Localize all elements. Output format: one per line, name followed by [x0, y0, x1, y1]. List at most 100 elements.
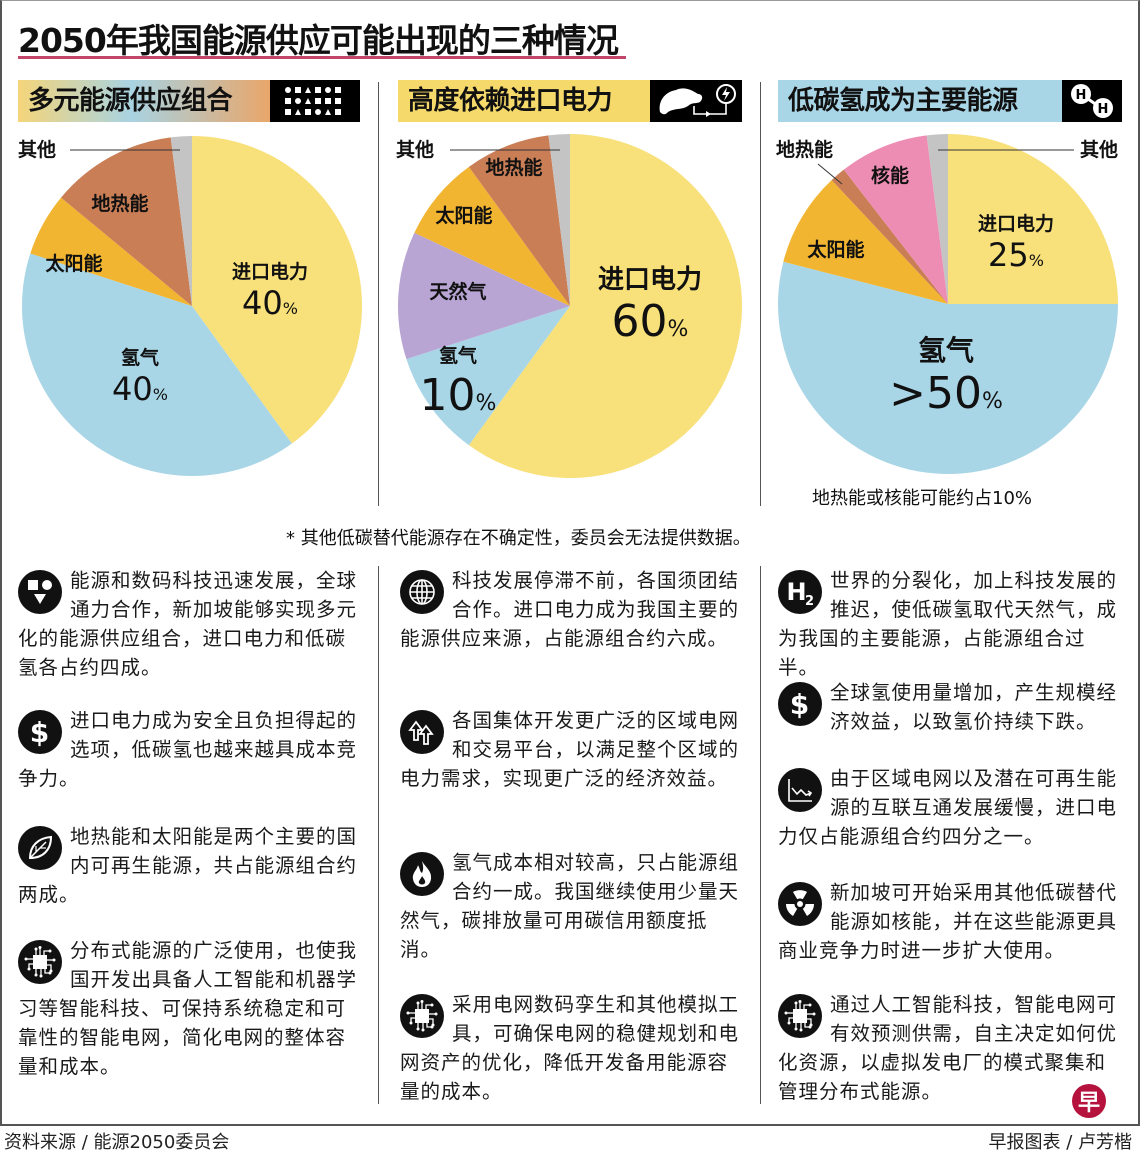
other-label: 其他	[1080, 138, 1118, 161]
page-title: 2050年我国能源供应可能出现的三种情况	[18, 21, 619, 60]
slice-label: 天然气	[429, 280, 486, 303]
slice-label: 氢气	[439, 344, 477, 367]
slice-label: 进口电力	[978, 212, 1054, 235]
bullet-text: 氢气成本相对较高，只占能源组合约一成。我国继续使用少量天然气，碳排放量可用碳信用…	[400, 851, 740, 961]
pie-slice-solar	[30, 197, 193, 306]
pie-slice-other	[926, 134, 948, 304]
callout-label: 地热能	[776, 138, 833, 161]
scenario-header-3: 低碳氢成为主要能源 H H	[778, 80, 1122, 122]
svg-text:$: $	[790, 688, 810, 720]
pie-slice-other	[548, 134, 570, 306]
bullet-text: 分布式能源的广泛使用，也使我国开发出具备人工智能和机器学习等智能科技、可保持系统…	[18, 939, 358, 1078]
svg-text:H: H	[786, 578, 807, 606]
pie-slice-natural-gas	[398, 232, 570, 360]
bullet-point: 新加坡可开始采用其他低碳替代能源如核能，并在这些能源更具商业竞争力时进一步扩大使…	[778, 878, 1122, 965]
svg-text:H: H	[1098, 102, 1109, 117]
slice-label: 太阳能	[435, 204, 492, 227]
column-divider	[378, 566, 379, 1104]
scenario3-note: 地热能或核能可能约占10%	[812, 488, 1033, 509]
flame-icon	[400, 852, 444, 896]
percent-sign: %	[153, 385, 168, 404]
slice-label: 进口电力	[598, 265, 702, 295]
bullet-text: 全球氢使用量增加，产生规模经济效益，以致氢价持续下跌。	[830, 681, 1118, 733]
bullet-point: $ 进口电力成为安全且负担得起的选项，低碳氢也越来越具成本竞争力。	[18, 706, 358, 793]
bullet-text: 通过人工智能科技，智能电网可有效预测供需，自主决定如何优化资源，以虚拟发电厂的模…	[778, 993, 1118, 1103]
slice-label: 氢气	[121, 346, 159, 369]
bullet-text: 地热能和太阳能是两个主要的国内可再生能源，共占能源组合约两成。	[18, 825, 358, 906]
slice-label: 核能	[871, 164, 909, 187]
bullet-point: H 2 世界的分裂化，加上科技发展的推迟，使低碳氢取代天然气，成为我国的主要能源，占…	[778, 566, 1122, 682]
percent-sign: %	[982, 389, 1003, 414]
pie-slice-hydrogen	[406, 306, 570, 446]
scenario-title: 低碳氢成为主要能源	[778, 80, 1062, 122]
slice-label: 太阳能	[45, 252, 102, 275]
infographic-frame	[0, 0, 1140, 1126]
declining-chart-icon	[778, 768, 822, 812]
bullet-point: 采用电网数码孪生和其他模拟工具，可确保电网的稳健规划和电网资产的优化，降低开发备…	[400, 990, 740, 1106]
slice-label: 地热能	[485, 156, 542, 179]
other-label: 其他	[18, 138, 56, 161]
radiation-icon	[778, 882, 822, 926]
scenario-header-1: 多元能源供应组合	[18, 80, 360, 122]
bullet-point: 氢气成本相对较高，只占能源组合约一成。我国继续使用少量天然气，碳排放量可用碳信用…	[400, 848, 740, 964]
bullet-point: 地热能和太阳能是两个主要的国内可再生能源，共占能源组合约两成。	[18, 822, 358, 909]
svg-text:2: 2	[805, 594, 815, 609]
pie-slice-geothermal	[468, 135, 570, 306]
scenario-header-2: 高度依赖进口电力	[398, 80, 742, 122]
bullet-point: 科技发展停滞不前，各国须团结合作。进口电力成为我国主要的能源供应来源，占能源组合…	[400, 566, 740, 653]
slice-label: 地热能	[91, 192, 148, 215]
map-power-import-icon	[650, 80, 742, 122]
pie-slice-imported-power	[948, 134, 1118, 304]
circuit-chip-icon	[18, 940, 62, 984]
pie-slice-nuclear	[843, 135, 948, 304]
circuit-chip-icon	[778, 994, 822, 1038]
percent-sign: %	[476, 391, 497, 416]
bullet-point: 由于区域电网以及潜在可再生能源的互联互通发展缓慢，进口电力仅占能源组合约四分之一…	[778, 764, 1122, 851]
pie-slice-imported-power	[468, 134, 742, 478]
other-label: 其他	[396, 138, 434, 161]
bullet-text: 世界的分裂化，加上科技发展的推迟，使低碳氢取代天然气，成为我国的主要能源，占能源…	[778, 569, 1118, 679]
pie-slice-geothermal	[61, 137, 192, 306]
slice-label: 太阳能	[807, 238, 864, 261]
column-divider	[760, 82, 761, 506]
shapes-grid-icon	[270, 80, 360, 122]
pie-slice-other	[170, 136, 192, 306]
slice-label: 氢气	[918, 334, 974, 367]
bullet-point: 通过人工智能科技，智能电网可有效预测供需，自主决定如何优化资源，以虚拟发电厂的模…	[778, 990, 1122, 1106]
footnote: * 其他低碳替代能源存在不确定性，委员会无法提供数据。	[286, 528, 751, 549]
bullet-point: 能源和数码科技迅速发展，全球通力合作，新加坡能够实现多元化的能源供应组合，进口电…	[18, 566, 358, 682]
scenario-title: 高度依赖进口电力	[398, 80, 650, 122]
zaobao-logo: 早	[1072, 1084, 1106, 1118]
hydrogen-molecule-icon: H H	[1062, 80, 1122, 122]
pie-slice-hydrogen	[21, 253, 292, 477]
bullet-text: 科技发展停滞不前，各国须团结合作。进口电力成为我国主要的能源供应来源，占能源组合…	[400, 569, 740, 650]
svg-text:$: $	[30, 716, 50, 748]
circuit-chip-icon	[400, 994, 444, 1038]
up-arrows-icon	[400, 710, 444, 754]
dollar-icon: $	[778, 682, 822, 726]
column-divider	[760, 566, 761, 1104]
percent-sign: %	[1029, 251, 1044, 270]
bullet-text: 能源和数码科技迅速发展，全球通力合作，新加坡能够实现多元化的能源供应组合，进口电…	[18, 569, 358, 679]
title-underline	[18, 56, 626, 59]
leaf-icon	[18, 826, 62, 870]
source-credit: 资料来源 / 能源2050委员会	[4, 1132, 230, 1152]
dollar-icon: $	[18, 710, 62, 754]
bullet-text: 由于区域电网以及潜在可再生能源的互联互通发展缓慢，进口电力仅占能源组合约四分之一…	[778, 767, 1118, 848]
percent-sign: %	[668, 317, 689, 342]
bullet-point: 各国集体开发更广泛的区域电网和交易平台，以满足整个区域的电力需求，实现更广泛的经…	[400, 706, 740, 793]
pie-slice-solar	[783, 180, 948, 304]
slice-label: 进口电力	[232, 260, 308, 283]
svg-text:H: H	[1076, 88, 1087, 103]
graphic-credit: 早报图表 / 卢芳楷	[988, 1132, 1132, 1152]
bullet-text: 采用电网数码孪生和其他模拟工具，可确保电网的稳健规划和电网资产的优化，降低开发备…	[400, 993, 740, 1103]
bullet-text: 进口电力成为安全且负担得起的选项，低碳氢也越来越具成本竞争力。	[18, 709, 358, 790]
bullet-point: $ 全球氢使用量增加，产生规模经济效益，以致氢价持续下跌。	[778, 678, 1122, 736]
globe-icon	[400, 570, 444, 614]
shapes-icon	[18, 570, 62, 614]
pie-slice-geothermal	[831, 169, 948, 304]
